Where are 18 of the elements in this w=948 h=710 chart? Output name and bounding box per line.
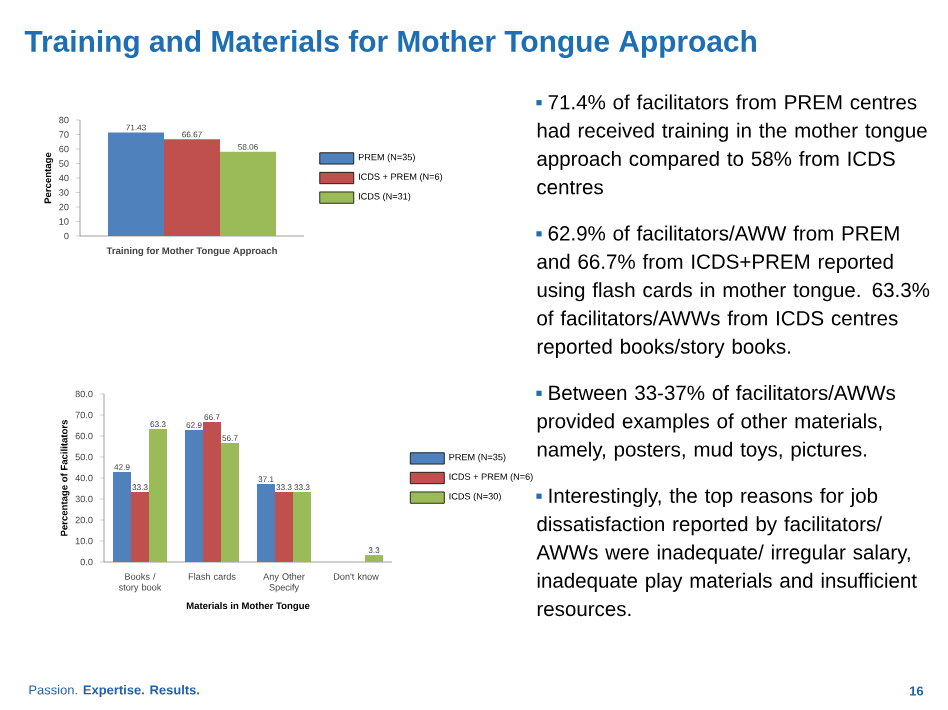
bar (131, 492, 150, 563)
bar (275, 492, 294, 563)
bar (293, 492, 312, 563)
bar (164, 139, 220, 237)
text: 62.9% of facilitators/AWW from PREM and 66.7% from ICDS+PREM reported using flash cards in mother tongue. 63.3% of facilitators/AWWs from ICDS centres reported books/story books. (537, 225, 930, 358)
bar (220, 151, 276, 237)
bar (113, 471, 132, 563)
bar (108, 132, 164, 237)
text: Training and Materials for Mother Tongue Approach (24, 30, 756, 59)
bar (149, 429, 168, 563)
text: Between 33-37% of facilitators/AWWs provided examples of other materials, namely, posters, mud toys, pictures. (537, 385, 896, 461)
bar (185, 429, 204, 563)
bar (257, 484, 276, 563)
text: Interestingly, the top reasons for job dissatisfaction reported by facilitators/ AWWs were inadequate/ irregular salary, inadequate play materials and insufficient resources. (536, 487, 917, 617)
bar (365, 555, 384, 563)
bar (203, 421, 222, 563)
bar (221, 442, 240, 563)
text: 71.4% of facilitators from PREM centres had received training in the mother tongue approach compared to 58% from ICDS centres (537, 94, 927, 195)
